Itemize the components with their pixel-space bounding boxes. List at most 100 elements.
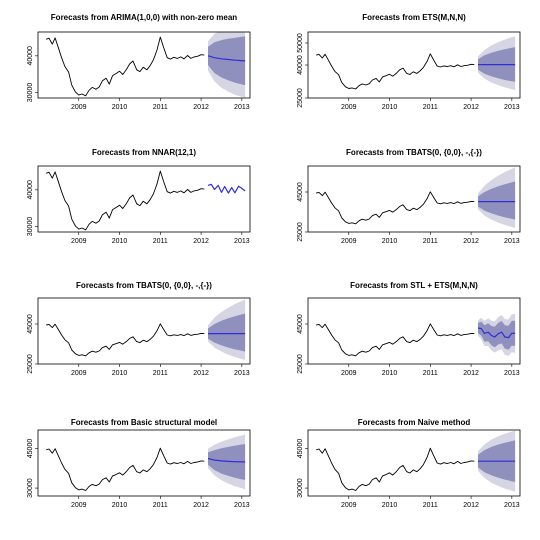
plot-area bbox=[46, 299, 246, 360]
history-series-line bbox=[46, 447, 205, 491]
x-tick-label: 2012 bbox=[193, 370, 209, 377]
x-tick-label: 2013 bbox=[504, 502, 520, 509]
x-tick-label: 2011 bbox=[153, 502, 168, 509]
x-tick-label: 2009 bbox=[71, 238, 87, 245]
plot-frame bbox=[307, 165, 521, 233]
y-tick-label: 50000 bbox=[297, 33, 304, 53]
history-series-line bbox=[316, 191, 475, 225]
x-tick-label: 2010 bbox=[112, 370, 128, 377]
x-tick-label: 2011 bbox=[423, 502, 438, 509]
y-tick-label: 30000 bbox=[27, 83, 34, 103]
prediction-interval-80 bbox=[208, 313, 246, 352]
x-tick-label: 2011 bbox=[423, 104, 438, 111]
x-tick-label: 2013 bbox=[234, 104, 250, 111]
panel-title: Forecasts from ARIMA(1,0,0) with non-zer… bbox=[51, 13, 238, 22]
x-tick-label: 2012 bbox=[463, 370, 479, 377]
y-tick-label: 25000 bbox=[297, 354, 304, 374]
y-tick-label: 40000 bbox=[27, 180, 34, 200]
y-tick-label: 45000 bbox=[297, 314, 304, 334]
x-tick-label: 2012 bbox=[193, 238, 209, 245]
x-tick-label: 2013 bbox=[504, 238, 520, 245]
x-tick-label: 2011 bbox=[153, 238, 168, 245]
plot-area bbox=[316, 430, 516, 492]
x-tick-label: 2009 bbox=[71, 104, 87, 111]
x-tick-label: 2009 bbox=[341, 502, 357, 509]
x-tick-label: 2010 bbox=[382, 370, 398, 377]
y-tick-label: 40000 bbox=[297, 55, 304, 75]
forecast-panel: Forecasts from TBATS(0, {0,0}, -,{-}) 200… bbox=[297, 148, 521, 245]
plot-frame bbox=[307, 297, 521, 365]
plot-area bbox=[46, 434, 246, 491]
x-tick-label: 2013 bbox=[234, 238, 250, 245]
history-series-line bbox=[316, 447, 475, 491]
plot-area bbox=[46, 32, 246, 98]
x-tick-label: 2013 bbox=[234, 502, 250, 509]
forecast-panel: Forecasts from ARIMA(1,0,0) with non-zer… bbox=[27, 13, 251, 111]
plot-frame bbox=[37, 297, 251, 365]
panel-title: Forecasts from TBATS(0, {0,0}, -,{-}) bbox=[76, 281, 212, 290]
x-tick-label: 2010 bbox=[382, 502, 398, 509]
panel-title: Forecasts from ETS(M,N,N) bbox=[362, 13, 466, 22]
forecast-mean-line bbox=[477, 327, 516, 339]
plot-area bbox=[316, 36, 516, 91]
y-tick-label: 45000 bbox=[297, 182, 304, 202]
y-tick-label: 30000 bbox=[27, 478, 34, 498]
forecast-panel: Forecasts from STL + ETS(M,N,N) 2009 2010 2… bbox=[297, 281, 521, 377]
x-tick-label: 2011 bbox=[423, 238, 438, 245]
plot-area bbox=[316, 167, 516, 228]
forecast-mean-line bbox=[207, 457, 246, 463]
x-tick-label: 2011 bbox=[153, 104, 168, 111]
history-series-line bbox=[316, 323, 475, 357]
x-tick-label: 2011 bbox=[423, 370, 438, 377]
x-tick-label: 2013 bbox=[504, 104, 520, 111]
forecast-panel: Forecasts from TBATS(0, {0,0}, -,{-}) 200… bbox=[27, 281, 251, 377]
x-tick-label: 2009 bbox=[341, 238, 357, 245]
x-tick-label: 2013 bbox=[504, 370, 520, 377]
x-tick-label: 2010 bbox=[382, 104, 398, 111]
panel-title: Forecasts from Basic structural model bbox=[71, 418, 217, 427]
forecast-mean-line bbox=[207, 55, 246, 62]
y-tick-label: 40000 bbox=[27, 46, 34, 66]
forecast-panel: Forecasts from Basic structural model 200… bbox=[27, 418, 251, 509]
forecast-panel: Forecasts from NNAR(12,1) 2009 2010 2011 201… bbox=[27, 148, 251, 245]
panel-title: Forecasts from NNAR(12,1) bbox=[92, 148, 196, 157]
x-tick-label: 2012 bbox=[463, 238, 479, 245]
y-tick-label: 30000 bbox=[27, 217, 34, 237]
x-tick-label: 2009 bbox=[341, 370, 357, 377]
prediction-interval-80 bbox=[208, 36, 246, 86]
x-tick-label: 2011 bbox=[153, 370, 168, 377]
plot-frame bbox=[37, 31, 251, 99]
plot-area bbox=[316, 314, 516, 357]
y-tick-label: 25000 bbox=[297, 88, 304, 108]
x-tick-label: 2010 bbox=[382, 238, 398, 245]
history-series-line bbox=[316, 53, 475, 90]
x-tick-label: 2010 bbox=[112, 238, 128, 245]
history-series-line bbox=[46, 36, 205, 97]
y-tick-label: 45000 bbox=[27, 439, 34, 459]
forecast-panel: Forecasts from Naive method 2009 2010 2011 2… bbox=[297, 418, 521, 509]
prediction-interval-80 bbox=[478, 181, 516, 220]
history-series-line bbox=[46, 170, 205, 231]
x-tick-label: 2012 bbox=[193, 502, 209, 509]
x-tick-label: 2012 bbox=[463, 104, 479, 111]
x-tick-label: 2013 bbox=[234, 370, 250, 377]
plot-area bbox=[46, 170, 246, 231]
y-tick-label: 25000 bbox=[27, 354, 34, 374]
x-tick-label: 2009 bbox=[71, 502, 87, 509]
x-tick-label: 2012 bbox=[193, 104, 209, 111]
history-series-line bbox=[46, 323, 205, 357]
forecast-panel: Forecasts from ETS(M,N,N) 2009 2010 2011 201… bbox=[297, 13, 521, 111]
y-tick-label: 45000 bbox=[297, 439, 304, 459]
panel-title: Forecasts from Naive method bbox=[358, 418, 471, 427]
y-tick-label: 30000 bbox=[297, 478, 304, 498]
plot-frame bbox=[37, 429, 251, 497]
plot-frame bbox=[307, 429, 521, 497]
y-tick-label: 25000 bbox=[297, 222, 304, 242]
prediction-interval-80 bbox=[208, 444, 246, 480]
panel-title: Forecasts from STL + ETS(M,N,N) bbox=[350, 281, 478, 290]
x-tick-label: 2010 bbox=[112, 502, 128, 509]
x-tick-label: 2009 bbox=[341, 104, 357, 111]
x-tick-label: 2009 bbox=[71, 370, 87, 377]
y-tick-label: 45000 bbox=[27, 314, 34, 334]
